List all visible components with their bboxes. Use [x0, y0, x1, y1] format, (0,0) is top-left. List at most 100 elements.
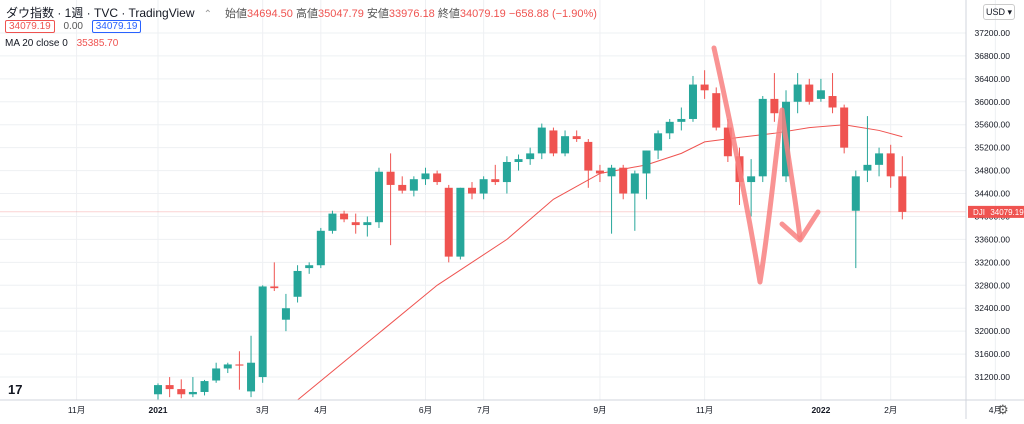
- x-tick-label: 7月: [477, 405, 490, 415]
- open-label: 始値: [225, 8, 248, 20]
- x-tick-label: 4月: [314, 405, 327, 415]
- y-tick-label: 36400.00: [975, 74, 1011, 84]
- candle-body: [328, 213, 337, 231]
- close-value: 34079.19: [459, 8, 506, 20]
- ma-label: MA 20 close 0: [5, 38, 68, 49]
- gear-icon[interactable]: ⚙: [997, 402, 1009, 417]
- candle-body: [805, 84, 814, 102]
- y-tick-label: 33600.00: [975, 234, 1011, 244]
- x-tick-label: 2021: [149, 405, 168, 415]
- candle-body: [584, 141, 593, 171]
- low-label: 安値: [366, 8, 389, 20]
- candle-body: [154, 385, 162, 395]
- candle-body: [188, 391, 197, 395]
- candle-body: [758, 98, 767, 177]
- candle-body: [875, 153, 884, 165]
- trade-row: 34079.19 0.00 34079.19: [5, 20, 142, 33]
- symbol-tag-bg: [968, 205, 990, 218]
- candle-body: [165, 385, 174, 390]
- candle-body: [851, 176, 860, 211]
- candle-body: [200, 381, 209, 392]
- x-tick-label: 11月: [68, 405, 85, 415]
- candle-body: [712, 93, 721, 128]
- candle-body: [770, 98, 779, 114]
- candle-body: [421, 173, 430, 180]
- candle-body: [561, 136, 570, 154]
- y-tick-label: 33200.00: [975, 257, 1011, 267]
- candle-body: [258, 286, 267, 378]
- candle-body: [293, 270, 302, 297]
- candle-body: [409, 179, 418, 191]
- ma-20-line: [297, 124, 903, 401]
- candle-body: [723, 127, 732, 157]
- y-tick-label: 34800.00: [975, 166, 1011, 176]
- candle-body: [386, 171, 395, 185]
- candle-body: [526, 153, 535, 160]
- y-tick-label: 32000.00: [975, 326, 1011, 336]
- indicator-row[interactable]: MA 20 close 0 35385.70: [5, 38, 118, 49]
- current-price-tag: 34079.19: [990, 208, 1024, 217]
- price-tag-bg: [990, 205, 1024, 218]
- candle-body: [700, 84, 709, 91]
- candle-body: [654, 133, 663, 151]
- candle-body: [514, 159, 523, 162]
- x-tick-label: 2022: [811, 405, 830, 415]
- y-tick-label: 35200.00: [975, 143, 1011, 153]
- arrow-layer: [711, 45, 821, 285]
- sell-price-button[interactable]: 34079.19: [5, 20, 55, 33]
- candle-body: [433, 173, 442, 183]
- x-tick-label: 11月: [696, 405, 713, 415]
- y-tick-label: 31600.00: [975, 349, 1011, 359]
- x-tick-label: 4月: [989, 405, 1002, 415]
- spread-value: 0.00: [63, 21, 83, 32]
- candle-body: [898, 176, 907, 212]
- tradingview-logo-icon[interactable]: 17: [8, 382, 23, 397]
- x-tick-label: 3月: [256, 405, 269, 415]
- y-tick-label: 34400.00: [975, 189, 1011, 199]
- annotation-arrow-head: [779, 209, 821, 243]
- open-value: 34694.50: [247, 8, 293, 20]
- y-tick-label: 36800.00: [975, 51, 1011, 61]
- candle-body: [840, 107, 849, 148]
- symbol-tag: DJI: [973, 208, 985, 217]
- candle-body: [863, 164, 872, 171]
- y-tick-label: 32400.00: [975, 303, 1011, 313]
- candle-body: [479, 179, 488, 194]
- candle-body: [363, 222, 372, 226]
- candle-body: [456, 187, 465, 257]
- candle-body: [270, 286, 279, 289]
- candle-body: [630, 173, 639, 194]
- symbol-title[interactable]: ダウ指数 · 1週 · TVC · TradingView: [6, 6, 195, 20]
- legend-collapse-icon[interactable]: ⌃: [203, 9, 212, 20]
- candle-body: [688, 84, 697, 119]
- currency-label: USD: [985, 7, 1005, 17]
- y-tick-label: 37200.00: [975, 28, 1011, 38]
- x-tick-label: 2月: [884, 405, 897, 415]
- candle-body: [444, 187, 453, 257]
- candle-body: [665, 121, 674, 134]
- candle-body: [816, 90, 825, 99]
- candle-body: [747, 176, 756, 183]
- candle-body: [223, 364, 232, 369]
- y-tick-label: 35600.00: [975, 120, 1011, 130]
- candle-body: [340, 213, 349, 220]
- candle-body: [177, 389, 186, 395]
- candle-body: [398, 184, 407, 191]
- chart-legend: ダウ指数 · 1週 · TVC · TradingView ⌃ 始値34694.…: [6, 4, 597, 21]
- high-value: 35047.79: [317, 8, 364, 20]
- candle-body: [491, 179, 500, 183]
- candle-body: [595, 170, 604, 174]
- currency-selector[interactable]: USD ▾: [983, 4, 1015, 20]
- candle-body: [677, 118, 686, 122]
- y-tick-label: 31200.00: [975, 372, 1011, 382]
- candle-body: [374, 171, 383, 223]
- candle-body: [502, 161, 511, 183]
- high-label: 高値: [295, 8, 318, 20]
- buy-price-button[interactable]: 34079.19: [91, 20, 142, 33]
- candle-body: [793, 84, 802, 102]
- candle-body: [316, 230, 325, 266]
- x-tick-label: 6月: [419, 405, 432, 415]
